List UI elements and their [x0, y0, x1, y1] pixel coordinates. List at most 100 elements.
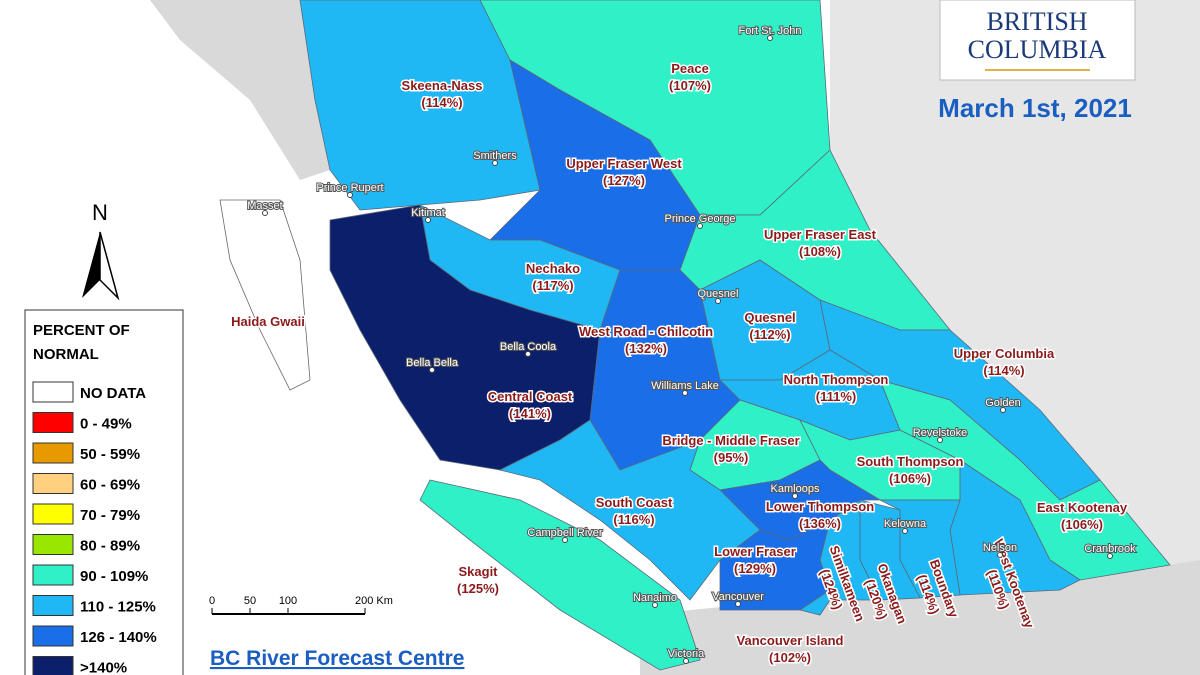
basin-name: Upper Columbia: [954, 346, 1055, 361]
date: March 1st, 2021: [938, 93, 1132, 123]
city-dot: [492, 160, 498, 166]
city-name: Bella Coola: [500, 341, 557, 353]
basin-name: Quesnel: [744, 310, 795, 325]
legend-label: 0 - 49%: [80, 416, 132, 433]
basin-percent: (114%): [421, 95, 462, 110]
city-name: Williams Lake: [651, 380, 719, 392]
legend-title: PERCENT OF: [33, 322, 130, 339]
credit: BC River Forecast Centre: [210, 647, 464, 670]
basin-label: South Coast (116%): [594, 494, 674, 529]
basin-percent: (127%): [603, 173, 645, 188]
city-dot: [767, 35, 773, 41]
city-dot: [425, 217, 431, 223]
legend-swatch: [32, 442, 74, 464]
arrow-right: [99, 231, 120, 301]
basin-label: Lower Thompson (136%): [764, 498, 875, 533]
city-name: Vancouver: [712, 591, 764, 603]
basin-percent: (108%): [799, 244, 841, 259]
basin-label: Upper Fraser East (108%): [763, 226, 879, 261]
basin-percent: (114%): [983, 363, 1024, 378]
basin-percent: (132%): [625, 341, 667, 356]
legend-swatch: [32, 503, 74, 525]
basin-percent: (125%): [457, 581, 499, 596]
city-dot: [683, 658, 689, 664]
scale-bar: 0 50 100 200 Km: [209, 595, 393, 615]
legend-title: NORMAL: [33, 346, 99, 363]
legend-label: 110 - 125%: [80, 599, 156, 616]
basin-name: West Road - Chilcotin: [579, 324, 713, 339]
city-name: Prince George: [665, 213, 736, 225]
basin-name: Skeena-Nass: [402, 78, 483, 93]
legend-label: >140%: [80, 660, 127, 675]
basin-name: Lower Fraser: [714, 544, 796, 559]
north-arrow: N: [82, 200, 120, 301]
city-dot: [715, 298, 721, 304]
logo: BRITISH COLUMBIA: [939, 0, 1136, 81]
basin-percent: (117%): [532, 278, 573, 293]
basin-name: Nechako: [526, 261, 580, 276]
basin-percent: (106%): [1061, 517, 1103, 532]
city-dot: [997, 552, 1003, 558]
city-dot: [429, 367, 435, 373]
logo-text: COLUMBIA: [968, 35, 1107, 64]
city-dot: [937, 437, 943, 443]
alberta: [830, 0, 1200, 565]
legend-label: 50 - 59%: [80, 446, 140, 463]
scale-label: 0: [209, 595, 215, 607]
basin-percent: (106%): [889, 471, 931, 486]
legend-swatch: [32, 595, 74, 616]
city-name: Fort St. John: [739, 25, 802, 37]
basin-label: Upper Fraser West (127%): [565, 155, 684, 190]
city-dot: [262, 210, 268, 216]
city-name: Quesnel: [698, 288, 739, 300]
basin-label: East Kootenay (106%): [1035, 499, 1129, 534]
basin-name: Peace: [671, 61, 709, 76]
basin-percent: (129%): [734, 561, 776, 576]
legend-label: NO DATA: [80, 385, 146, 402]
basin-label: Skagit (125%): [456, 563, 501, 598]
scale-label: 50: [244, 595, 256, 607]
basin-name: South Thompson: [857, 454, 964, 469]
city-dot: [652, 602, 658, 608]
city-name: Bella Bella: [406, 357, 459, 369]
city-name: Victoria: [668, 648, 705, 660]
basin-percent: (116%): [613, 512, 654, 527]
basin-label: Quesnel (112%): [743, 309, 797, 344]
basin: [498, 419, 761, 601]
basin-percent: (112%): [749, 327, 790, 342]
legend-swatch: [32, 381, 74, 403]
basin: [419, 479, 701, 671]
north-label: N: [92, 200, 108, 225]
legend-swatch: [32, 412, 74, 433]
city-dot: [697, 223, 703, 229]
basin-name: Central Coast: [488, 389, 573, 404]
basin-label: Peace (107%): [668, 60, 713, 95]
city-dot: [1000, 407, 1006, 413]
region-label: Haida Gwaii: [231, 314, 305, 329]
basin-percent: (141%): [509, 406, 551, 421]
basin-label: West Road - Chilcotin (132%): [577, 323, 714, 358]
basin-label: South Thompson (106%): [855, 453, 965, 488]
legend-swatch: [32, 473, 74, 494]
legend-swatch: [32, 625, 74, 647]
basin-percent: (102%): [769, 650, 811, 665]
basin-label: Nechako (117%): [524, 260, 581, 295]
city-name: Cranbrook: [1084, 543, 1136, 555]
city-dot: [1107, 553, 1113, 559]
legend-label: 126 - 140%: [80, 629, 157, 646]
legend-label: 60 - 69%: [80, 477, 140, 494]
city-name: Revelstoke: [913, 427, 967, 439]
basin-percent: (136%): [799, 516, 841, 531]
city-name: Kitimat: [411, 207, 445, 219]
basin: [719, 519, 831, 611]
legend-swatch: [32, 534, 74, 555]
city-dot: [902, 528, 908, 534]
legend-label: 90 - 109%: [80, 568, 148, 585]
basin-name: Upper Fraser West: [566, 156, 682, 171]
basin-percent: (111%): [816, 389, 856, 404]
basin-name: Vancouver Island: [737, 633, 844, 648]
city-name: Prince Rupert: [316, 182, 383, 194]
legend-label: 80 - 89%: [80, 538, 140, 555]
scale-label: 200 Km: [355, 595, 393, 607]
